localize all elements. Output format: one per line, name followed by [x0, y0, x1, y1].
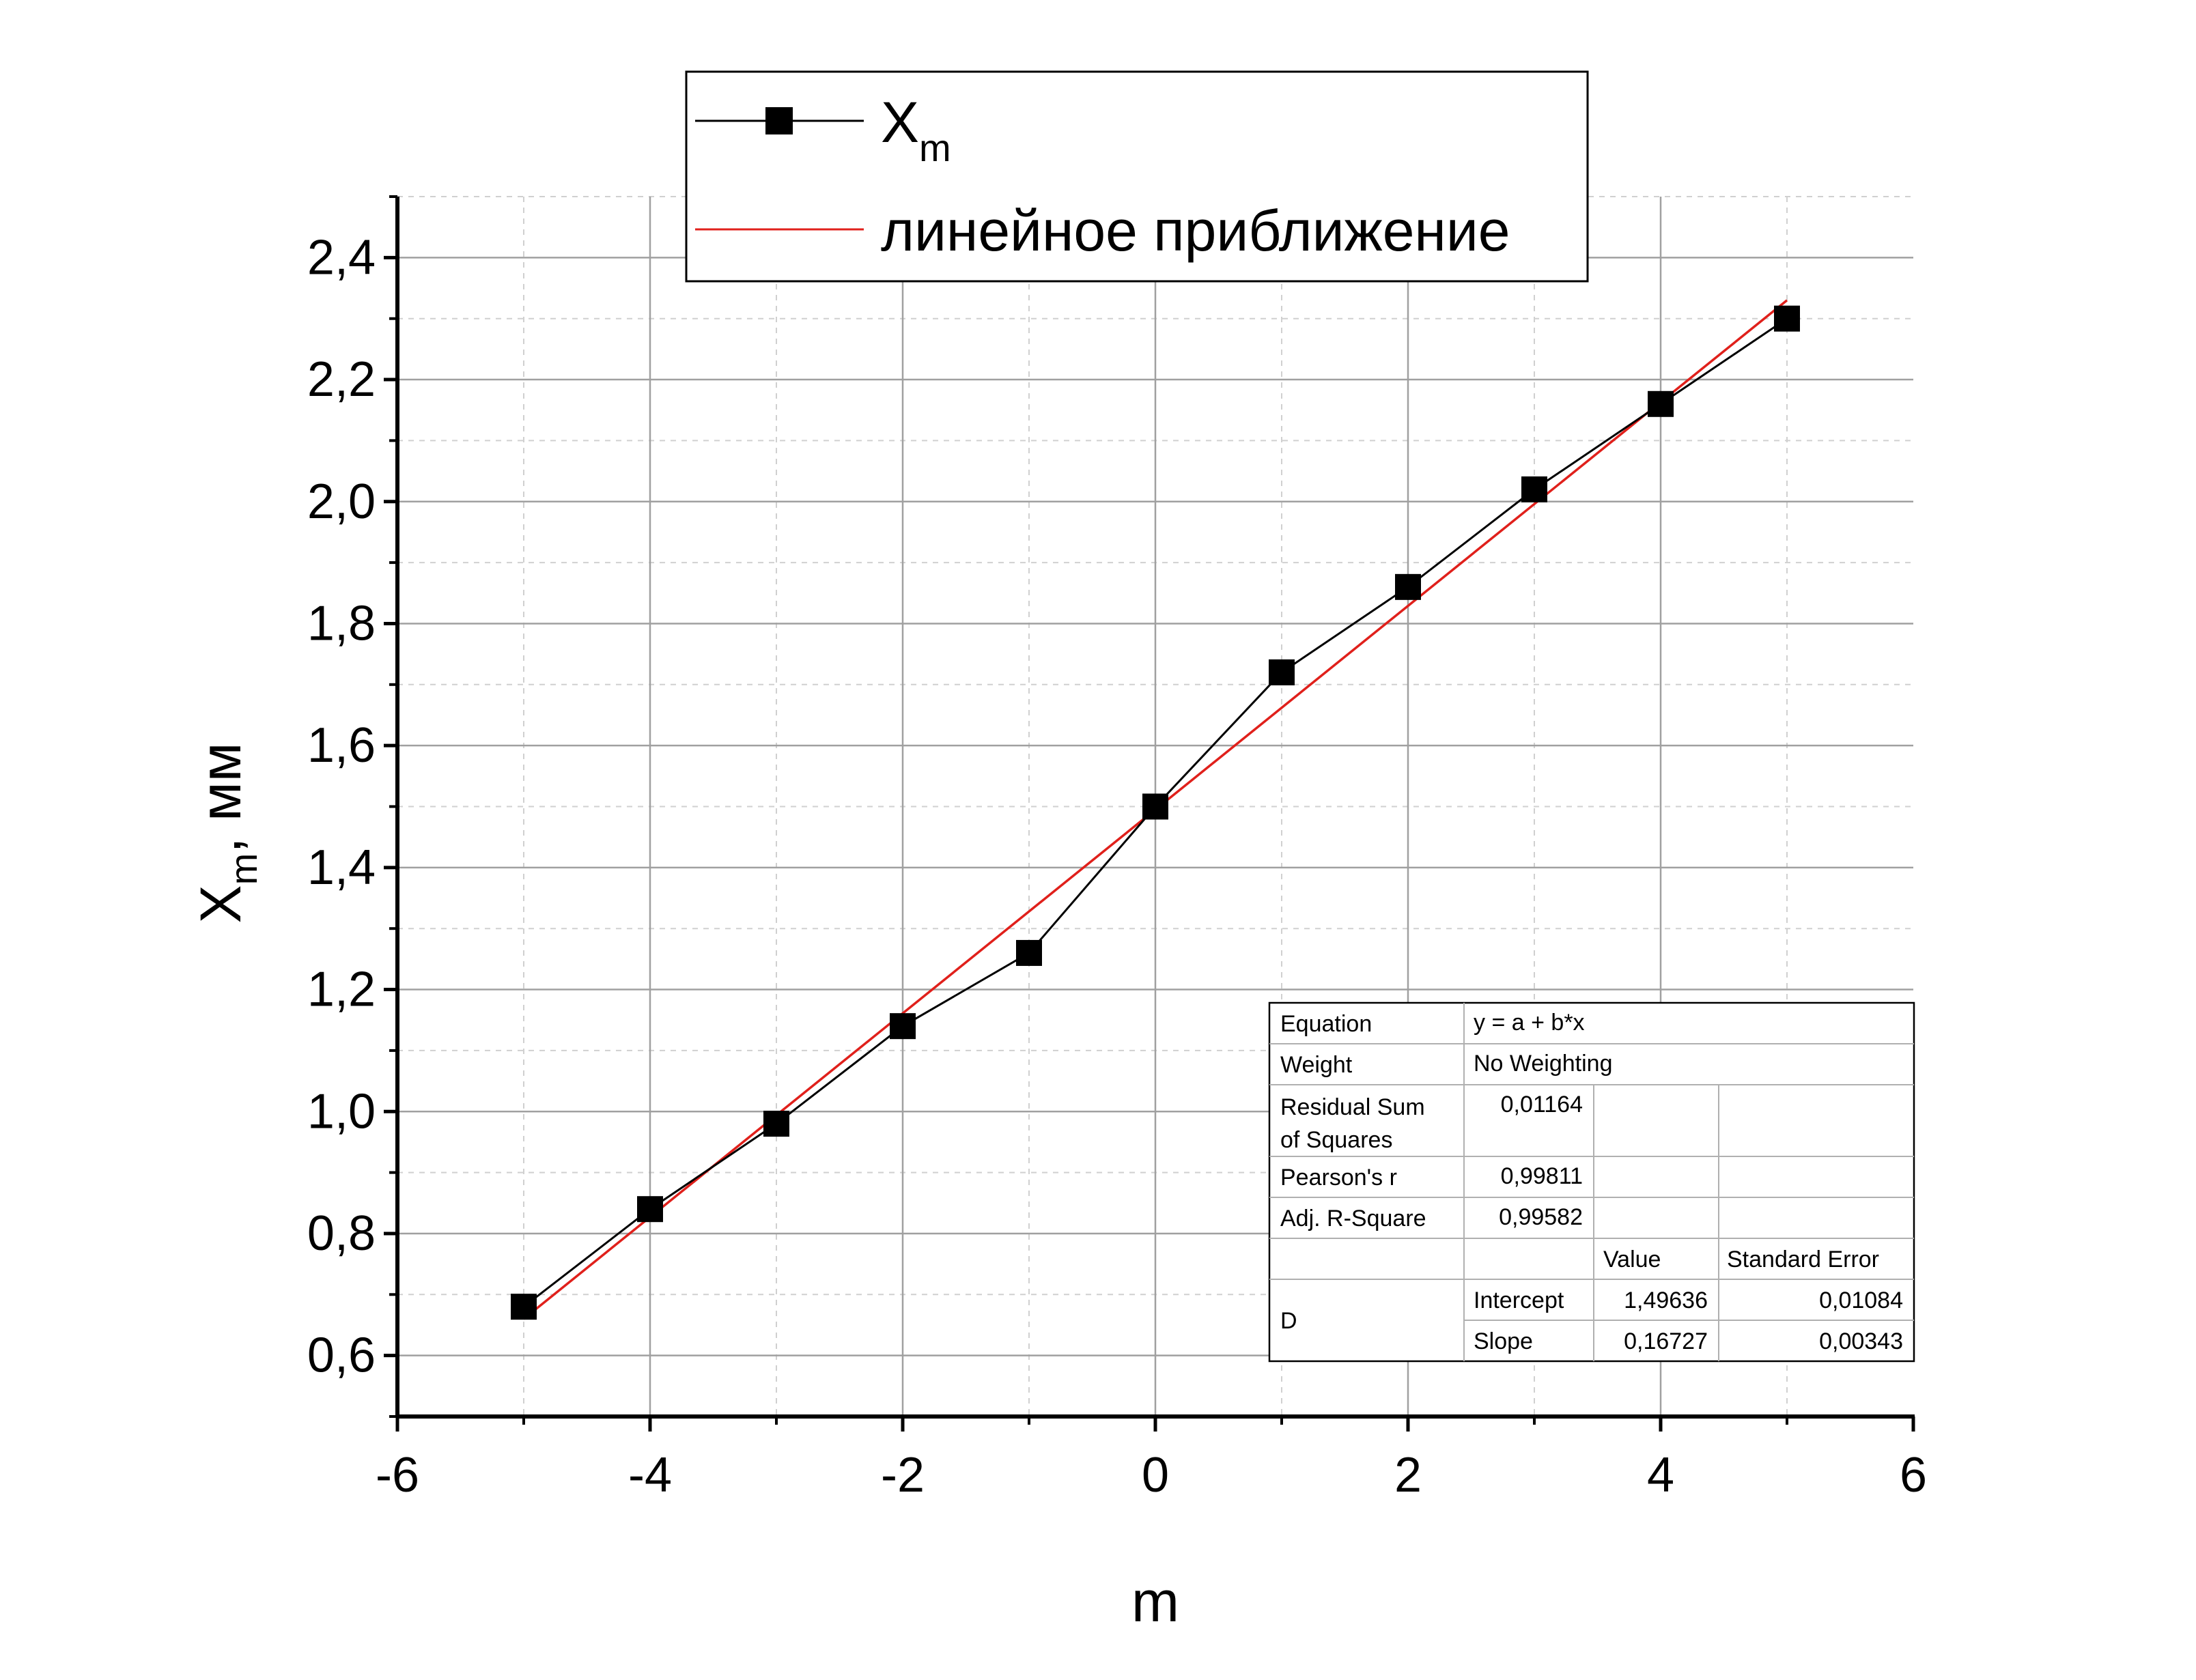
y-axis-title: Xm, мм [188, 743, 265, 924]
data-point [763, 1111, 789, 1137]
fit-table-param: Slope [1474, 1328, 1533, 1354]
fit-table-param-error: 0,01084 [1819, 1287, 1903, 1313]
legend-xm-marker [765, 107, 793, 134]
fit-table-header: Standard Error [1727, 1247, 1879, 1272]
legend-fit-label: линейное приближение [881, 199, 1510, 263]
x-tick-label: 0 [1142, 1448, 1169, 1503]
tick-labels: 0,6 0,8 1,0 1,2 1,4 1,6 1,8 2,0 2,2 2,4 -6 -4 -2 0 2 4 6 [307, 230, 1927, 1503]
fit-table-label: of Squares [1280, 1127, 1392, 1153]
x-axis-title: m [1131, 1569, 1179, 1634]
fit-table-value: 0,01164 [1501, 1092, 1583, 1117]
legend: Xm линейное приближение [685, 70, 1589, 283]
fit-table-param-value: 0,16727 [1624, 1328, 1708, 1354]
x-tick-label: 2 [1394, 1448, 1422, 1503]
fit-table-label: Adj. R-Square [1280, 1206, 1426, 1231]
fit-table-value: 0,99811 [1501, 1163, 1583, 1189]
y-tick-label: 1,4 [307, 840, 376, 895]
fit-table-param: Intercept [1474, 1287, 1564, 1313]
y-tick-label: 0,8 [307, 1206, 376, 1261]
data-point [1269, 659, 1295, 685]
fit-table-header: Value [1603, 1247, 1661, 1272]
data-point [1774, 305, 1800, 332]
y-tick-label: 1,8 [307, 596, 376, 651]
fit-table-value: 0,99582 [1499, 1204, 1583, 1230]
y-tick-label: 1,6 [307, 718, 376, 773]
data-series-group [511, 305, 1800, 1320]
data-point [637, 1196, 663, 1223]
fit-table-box [1268, 1001, 1915, 1363]
y-tick-label: 0,6 [307, 1328, 376, 1383]
data-point [1521, 476, 1547, 502]
x-tick-label: -2 [881, 1448, 925, 1503]
fit-table-param-value: 1,49636 [1624, 1287, 1708, 1313]
legend-xm-label: Xm [881, 90, 951, 169]
fit-table-value: No Weighting [1474, 1051, 1613, 1077]
fit-table-label: Residual Sum [1280, 1094, 1425, 1120]
axes [384, 195, 1915, 1432]
y-tick-label: 2,4 [307, 230, 376, 285]
y-tick-label: 2,0 [307, 474, 376, 529]
data-point [890, 1013, 916, 1040]
svg-text:Xm, мм: Xm, мм [188, 743, 265, 924]
data-point [1016, 939, 1042, 966]
x-tick-label: 6 [1900, 1448, 1927, 1503]
fit-table-value: y = a + b*x [1474, 1010, 1585, 1036]
y-tick-label: 2,2 [307, 352, 376, 407]
fit-table-label: Weight [1280, 1052, 1353, 1078]
legend-xm-label-sub: m [919, 126, 951, 169]
y-axis-title-suffix: , мм [188, 743, 253, 853]
fit-table-param-error: 0,00343 [1819, 1328, 1903, 1354]
legend-box [685, 70, 1589, 283]
y-axis-title-sub: m [222, 853, 265, 885]
data-point [1648, 390, 1674, 417]
x-tick-label: 4 [1647, 1448, 1674, 1503]
x-tick-label: -4 [628, 1448, 672, 1503]
legend-xm-label-main: X [881, 90, 919, 154]
fit-table: Equation y = a + b*x Weight No Weighting Res… [1268, 1001, 1915, 1363]
data-point [511, 1294, 537, 1320]
fit-table-label: Equation [1280, 1011, 1372, 1037]
y-tick-label: 1,0 [307, 1084, 376, 1139]
data-point [1142, 793, 1168, 820]
data-point [1395, 573, 1421, 600]
fit-table-group: D [1280, 1308, 1297, 1334]
fit-table-label: Pearson's r [1280, 1165, 1397, 1191]
x-tick-label: -6 [376, 1448, 419, 1503]
y-tick-label: 1,2 [307, 963, 376, 1017]
y-axis-title-main: X [188, 885, 253, 923]
